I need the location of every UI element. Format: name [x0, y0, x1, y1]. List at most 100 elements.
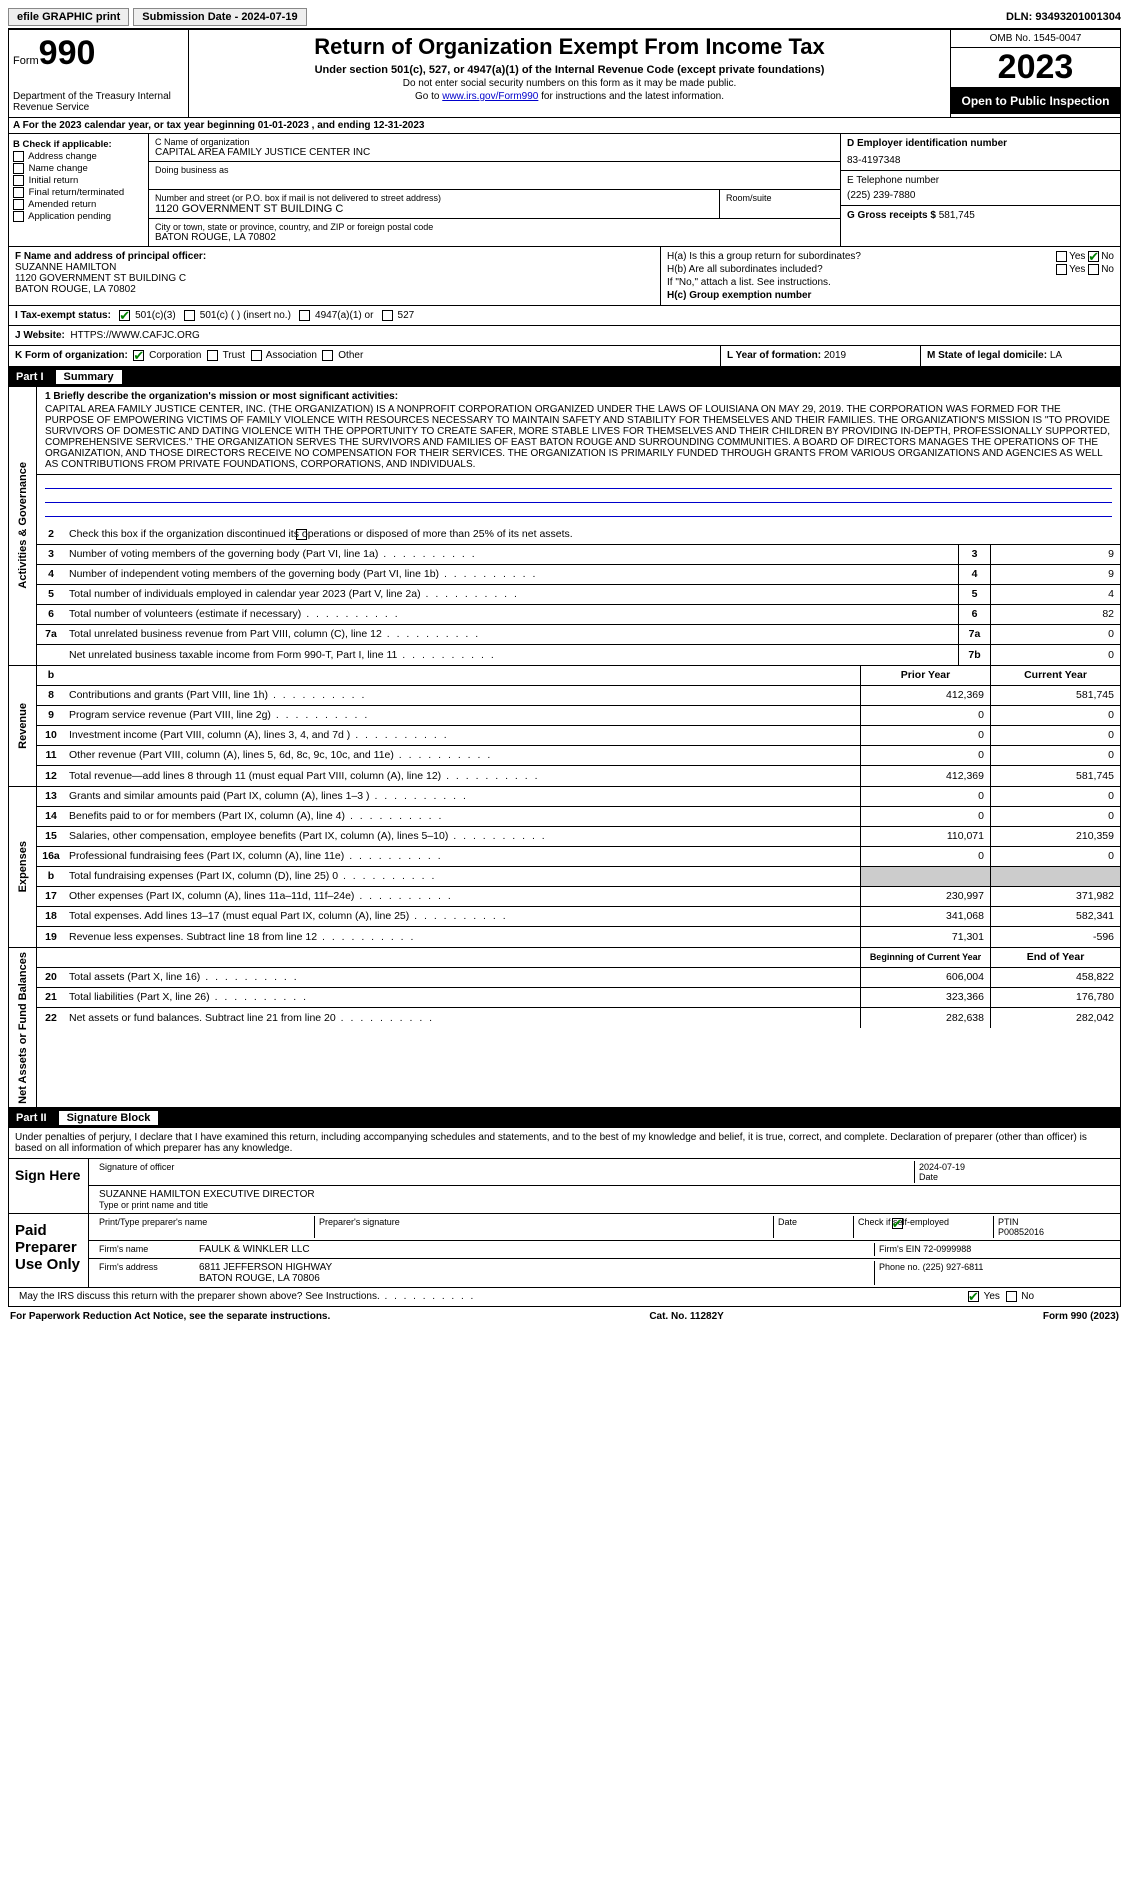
- sig-officer-label: Signature of officer: [95, 1161, 914, 1183]
- line5-desc: Total number of individuals employed in …: [65, 586, 958, 602]
- line10-desc: Investment income (Part VIII, column (A)…: [65, 727, 860, 743]
- line8-current: 581,745: [990, 686, 1120, 705]
- officer-cell: F Name and address of principal officer:…: [9, 247, 660, 305]
- final-return-checkbox[interactable]: [13, 187, 24, 198]
- prior-year-hdr: Prior Year: [860, 666, 990, 685]
- line9-prior: 0: [860, 706, 990, 725]
- line19-prior: 71,301: [860, 927, 990, 947]
- gross-receipts-cell: G Gross receipts $ 581,745: [841, 206, 1120, 225]
- line9-desc: Program service revenue (Part VIII, line…: [65, 707, 860, 723]
- line18-desc: Total expenses. Add lines 13–17 (must eq…: [65, 908, 860, 924]
- line19-desc: Revenue less expenses. Subtract line 18 …: [65, 929, 860, 945]
- line13-desc: Grants and similar amounts paid (Part IX…: [65, 788, 860, 804]
- line20-prior: 606,004: [860, 968, 990, 987]
- amended-return-checkbox[interactable]: [13, 199, 24, 210]
- org-name-cell: C Name of organization CAPITAL AREA FAMI…: [149, 134, 840, 162]
- line21-prior: 323,366: [860, 988, 990, 1007]
- sign-here-label: Sign Here: [9, 1159, 89, 1213]
- name-change-checkbox[interactable]: [13, 163, 24, 174]
- line13-prior: 0: [860, 787, 990, 806]
- lineb-prior: [860, 867, 990, 886]
- line11-desc: Other revenue (Part VIII, column (A), li…: [65, 747, 860, 763]
- line11-current: 0: [990, 746, 1120, 765]
- discuss-question: May the IRS discuss this return with the…: [15, 1290, 964, 1303]
- phone-cell: E Telephone number (225) 239-7880: [841, 171, 1120, 206]
- line9-current: 0: [990, 706, 1120, 725]
- line17-desc: Other expenses (Part IX, column (A), lin…: [65, 888, 860, 904]
- website-row: J Website: HTTPS://WWW.CAFJC.ORG: [9, 326, 1120, 345]
- dln: DLN: 93493201001304: [1006, 11, 1121, 23]
- group-yes-checkbox[interactable]: [1056, 251, 1067, 262]
- initial-return-checkbox[interactable]: [13, 175, 24, 186]
- line19-current: -596: [990, 927, 1120, 947]
- group-no-checkbox[interactable]: [1088, 251, 1099, 262]
- form-title: Return of Organization Exempt From Incom…: [193, 34, 946, 60]
- line7a-desc: Total unrelated business revenue from Pa…: [65, 626, 958, 642]
- other-checkbox[interactable]: [322, 350, 333, 361]
- line5-val: 4: [990, 585, 1120, 604]
- 527-checkbox[interactable]: [382, 310, 393, 321]
- net-label: Net Assets or Fund Balances: [15, 948, 31, 1108]
- department: Department of the Treasury Internal Reve…: [13, 91, 184, 113]
- dba-cell: Doing business as: [149, 162, 840, 190]
- blueline: [45, 475, 1112, 489]
- ein-cell: D Employer identification number 83-4197…: [841, 134, 1120, 171]
- omb-number: OMB No. 1545-0047: [951, 30, 1120, 48]
- instructions-note: Go to www.irs.gov/Form990 for instructio…: [193, 91, 946, 102]
- line11-prior: 0: [860, 746, 990, 765]
- line6-val: 82: [990, 605, 1120, 624]
- rev-label: Revenue: [15, 699, 31, 753]
- line16a-prior: 0: [860, 847, 990, 866]
- line21-current: 176,780: [990, 988, 1120, 1007]
- discuss-no-checkbox[interactable]: [1006, 1291, 1017, 1302]
- address-change-checkbox[interactable]: [13, 151, 24, 162]
- tax-status-row: I Tax-exempt status: 501(c)(3) 501(c) ( …: [9, 306, 1120, 325]
- subs-no-checkbox[interactable]: [1088, 264, 1099, 275]
- gov-label: Activities & Governance: [15, 458, 31, 593]
- part2-header: Part II Signature Block: [8, 1108, 1121, 1128]
- 501c3-checkbox[interactable]: [119, 310, 130, 321]
- self-emp-checkbox[interactable]: [892, 1218, 903, 1229]
- line14-current: 0: [990, 807, 1120, 826]
- line17-prior: 230,997: [860, 887, 990, 906]
- room-cell: Room/suite: [720, 190, 840, 218]
- line10-prior: 0: [860, 726, 990, 745]
- line22-desc: Net assets or fund balances. Subtract li…: [65, 1010, 860, 1026]
- tax-year: 2023: [951, 48, 1120, 88]
- line4-val: 9: [990, 565, 1120, 584]
- corp-checkbox[interactable]: [133, 350, 144, 361]
- 501c-checkbox[interactable]: [184, 310, 195, 321]
- trust-checkbox[interactable]: [207, 350, 218, 361]
- lineb-desc: Total fundraising expenses (Part IX, col…: [65, 868, 860, 884]
- line4-desc: Number of independent voting members of …: [65, 566, 958, 582]
- officer-name: SUZANNE HAMILTON EXECUTIVE DIRECTOR: [99, 1189, 1110, 1200]
- firm-addr1: 6811 JEFFERSON HIGHWAY: [199, 1262, 870, 1273]
- end-year-hdr: End of Year: [990, 948, 1120, 967]
- 4947-checkbox[interactable]: [299, 310, 310, 321]
- cat-number: Cat. No. 11282Y: [649, 1311, 723, 1322]
- row-a: A For the 2023 calendar year, or tax yea…: [8, 118, 1121, 134]
- line15-desc: Salaries, other compensation, employee b…: [65, 828, 860, 844]
- line18-current: 582,341: [990, 907, 1120, 926]
- penalty-note: Under penalties of perjury, I declare th…: [9, 1128, 1120, 1158]
- line2: Check this box if the organization disco…: [65, 526, 1120, 542]
- line12-current: 581,745: [990, 766, 1120, 786]
- discontinued-checkbox[interactable]: [296, 529, 307, 540]
- line3-val: 9: [990, 545, 1120, 564]
- line7a-val: 0: [990, 625, 1120, 644]
- line13-current: 0: [990, 787, 1120, 806]
- firm-addr2: BATON ROUGE, LA 70806: [199, 1273, 870, 1284]
- irs-link[interactable]: www.irs.gov/Form990: [442, 91, 538, 102]
- application-pending-checkbox[interactable]: [13, 211, 24, 222]
- line16a-desc: Professional fundraising fees (Part IX, …: [65, 848, 860, 864]
- mission-block: 1 Briefly describe the organization's mi…: [37, 387, 1120, 475]
- assoc-checkbox[interactable]: [251, 350, 262, 361]
- subs-yes-checkbox[interactable]: [1056, 264, 1067, 275]
- discuss-yes-checkbox[interactable]: [968, 1291, 979, 1302]
- city-cell: City or town, state or province, country…: [149, 219, 840, 246]
- line10-current: 0: [990, 726, 1120, 745]
- line14-desc: Benefits paid to or for members (Part IX…: [65, 808, 860, 824]
- line15-current: 210,359: [990, 827, 1120, 846]
- line18-prior: 341,068: [860, 907, 990, 926]
- efile-button[interactable]: efile GRAPHIC print: [8, 8, 129, 26]
